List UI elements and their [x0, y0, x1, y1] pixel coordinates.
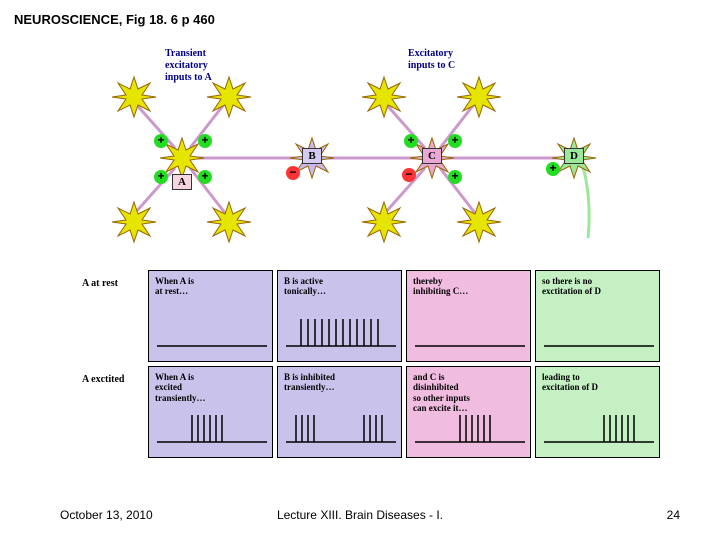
cell-label-a: A: [172, 174, 192, 190]
panel-rest-1: B is active tonically…: [277, 270, 402, 362]
input-neuron-c2: [455, 73, 503, 121]
plus-icon: +: [198, 170, 212, 184]
spike-plot: [544, 311, 654, 351]
plus-icon: +: [546, 162, 560, 176]
spike-plot: [286, 407, 396, 447]
panel-exc-2: and C is disinhibited so other inputs ca…: [406, 366, 531, 458]
panel-exc-3: leading to excitation of D: [535, 366, 660, 458]
input-neuron-a1: [110, 73, 158, 121]
footer-page-number: 24: [667, 508, 680, 522]
page-title: NEUROSCIENCE, Fig 18. 6 p 460: [14, 12, 215, 27]
spike-plot: [544, 407, 654, 447]
panel-exc-1: B is inhibited transiently…: [277, 366, 402, 458]
panel-text: B is active tonically…: [284, 276, 326, 296]
panel-exc-0: When A is excited transiently…: [148, 366, 273, 458]
spike-plot: [415, 407, 525, 447]
plus-icon: +: [154, 170, 168, 184]
panel-rest-3: so there is no exctitation of D: [535, 270, 660, 362]
neuron-diagram: Transient excitatory inputs to A Excitat…: [90, 48, 650, 258]
panel-text: so there is no exctitation of D: [542, 276, 601, 296]
input-neuron-c4: [455, 198, 503, 246]
panel-text: B is inhibited transiently…: [284, 372, 335, 392]
input-neuron-c1: [360, 73, 408, 121]
cell-label-d: D: [564, 148, 584, 164]
panel-text: leading to excitation of D: [542, 372, 598, 392]
panels-grid: A at rest When A is at rest… B is active…: [82, 270, 660, 458]
plus-icon: +: [404, 134, 418, 148]
row-label-rest: A at rest: [82, 270, 144, 362]
panel-rest-0: When A is at rest…: [148, 270, 273, 362]
input-neuron-a3: [110, 198, 158, 246]
plus-icon: +: [448, 170, 462, 184]
plus-icon: +: [198, 134, 212, 148]
plus-icon: +: [448, 134, 462, 148]
plus-icon: +: [154, 134, 168, 148]
panel-text: When A is excited transiently…: [155, 372, 206, 403]
cell-label-c: C: [422, 148, 442, 164]
input-neuron-a2: [205, 73, 253, 121]
spike-plot: [415, 311, 525, 351]
footer-lecture: Lecture XIII. Brain Diseases - I.: [0, 508, 720, 522]
cell-label-b: B: [302, 148, 322, 164]
input-neuron-c3: [360, 198, 408, 246]
panel-text: thereby inhibiting C…: [413, 276, 468, 296]
minus-icon: −: [402, 168, 416, 182]
spike-plot: [286, 311, 396, 351]
input-neuron-a4: [205, 198, 253, 246]
panel-rest-2: thereby inhibiting C…: [406, 270, 531, 362]
spike-plot: [157, 407, 267, 447]
row-label-excited: A exctited: [82, 366, 144, 458]
spike-plot: [157, 311, 267, 351]
minus-icon: −: [286, 166, 300, 180]
panel-text: When A is at rest…: [155, 276, 194, 296]
